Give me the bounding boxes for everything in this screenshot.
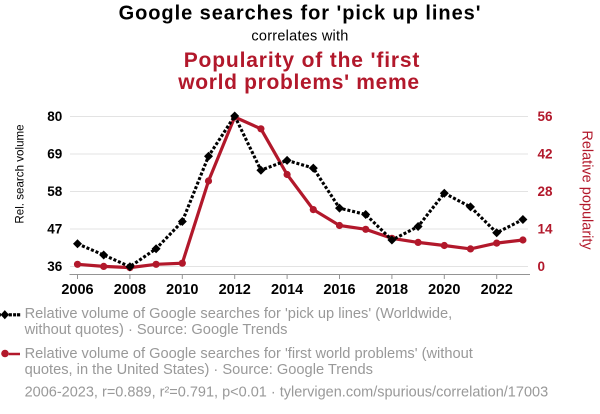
svg-text:56: 56 [538,109,554,124]
svg-text:28: 28 [538,184,554,199]
svg-text:Relative popularity: Relative popularity [579,130,595,250]
svg-text:47: 47 [47,222,62,237]
svg-text:2012: 2012 [219,282,251,298]
svg-text:2018: 2018 [376,282,408,298]
svg-text:2016: 2016 [323,282,355,298]
svg-text:2006-2023, r=0.889, r²=0.791,: 2006-2023, r=0.889, r²=0.791, p<0.01 · t… [25,385,549,401]
svg-text:Relative volume of Google sear: Relative volume of Google searches for '… [25,346,473,362]
svg-text:2020: 2020 [428,282,460,298]
svg-text:2008: 2008 [114,282,146,298]
svg-text:quotes, in the United States): quotes, in the United States) · Source: … [25,362,373,378]
svg-text:80: 80 [47,109,62,124]
svg-text:Rel. search volume: Rel. search volume [14,124,27,223]
svg-text:without quotes) · Source: Goog: without quotes) · Source: Google Trends [24,322,288,338]
svg-text:Google searches for 'pick up l: Google searches for 'pick up lines' [119,3,482,25]
svg-text:0: 0 [538,259,546,274]
svg-text:69: 69 [47,147,62,162]
svg-text:2006: 2006 [61,282,93,298]
svg-text:Relative volume of Google sear: Relative volume of Google searches for '… [25,306,453,322]
svg-text:36: 36 [47,259,63,274]
svg-text:2022: 2022 [481,282,513,298]
svg-text:2010: 2010 [166,282,198,298]
svg-text:42: 42 [538,147,553,162]
svg-text:14: 14 [538,222,554,237]
svg-text:Popularity of the 'first: Popularity of the 'first [184,49,421,72]
svg-text:correlates with: correlates with [251,29,348,45]
svg-text:world problems' meme: world problems' meme [177,71,419,94]
svg-text:2014: 2014 [271,282,303,298]
svg-text:58: 58 [47,184,63,199]
